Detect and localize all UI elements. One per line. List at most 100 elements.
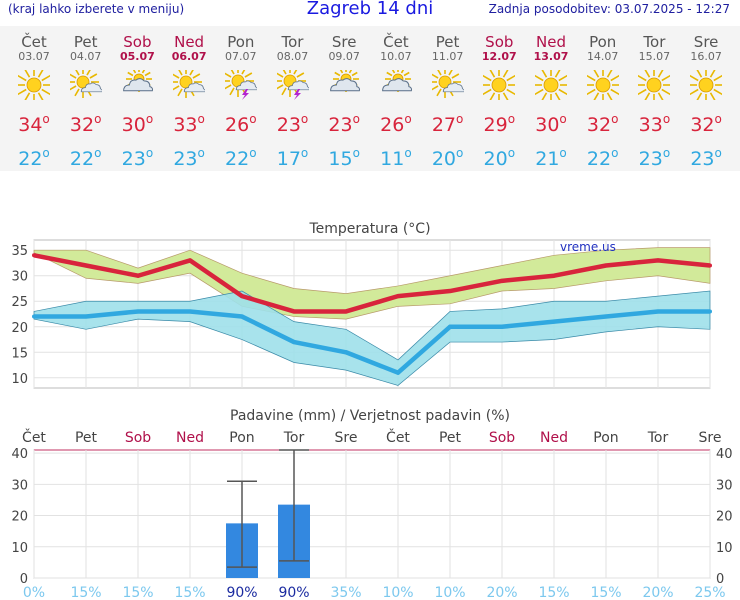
precipitation-probability-label: 10% [434, 585, 465, 600]
y-tick-label: 20 [11, 510, 28, 525]
y-tick-label: 40 [11, 447, 28, 462]
max-temp-point [448, 289, 452, 294]
day-date: 13.07 [533, 50, 569, 63]
precipitation-probability-label: 25% [694, 585, 725, 600]
max-temp-point [552, 273, 556, 278]
sun-icon [583, 66, 622, 104]
precipitation-probability-label: 15% [70, 585, 101, 600]
temp-min: 22o [225, 146, 257, 170]
day-name: Tor [281, 33, 304, 51]
precipitation-plot-area [33, 449, 711, 579]
temp-max: 32o [586, 112, 619, 136]
watermark: vreme.us [560, 240, 616, 254]
day-date: 12.07 [481, 50, 517, 63]
day-name: Tor [643, 33, 666, 51]
x-day-label: Sob [125, 430, 151, 446]
day-date: 03.07 [18, 50, 50, 63]
max-temp-point [396, 294, 400, 299]
max-temp-point [188, 258, 192, 263]
precipitation-probability-label: 15% [590, 585, 621, 600]
temp-min: 22o [586, 146, 619, 170]
temp-min: 22o [69, 146, 102, 170]
day-date: 08.07 [276, 50, 309, 63]
x-day-label: Sre [335, 430, 358, 446]
min-temp-point [32, 314, 36, 319]
temp-max: 26o [225, 112, 257, 136]
page-header: (kraj lahko izberete v meniju) Zagreb 14… [0, 0, 740, 22]
temp-min: 20o [483, 146, 516, 170]
location-hint[interactable]: (kraj lahko izberete v meniju) [8, 2, 185, 16]
min-temp-point [292, 340, 296, 345]
y-tick-label-right: 30 [716, 478, 733, 493]
precipitation-probability-label: 90% [278, 585, 309, 600]
day-date: 07.07 [225, 50, 257, 63]
x-day-label: Pet [439, 430, 462, 446]
sun-icon [480, 66, 519, 104]
y-tick-label: 20 [11, 321, 28, 336]
temp-max: 33o [638, 112, 671, 136]
day-column: Sob 12.07 29o 20o [473, 26, 525, 170]
y-tick-label-right: 10 [716, 541, 733, 556]
temp-max: 30o [121, 112, 154, 136]
precipitation-probability-label: 35% [330, 585, 361, 600]
precipitation-probability-label: 0% [23, 585, 45, 600]
min-temp-point [84, 314, 88, 319]
day-name: Sob [123, 33, 152, 51]
day-column: Sob 05.07 30o 23o [111, 26, 163, 170]
x-day-label: Sre [699, 430, 722, 446]
day-column: Pet 04.07 32o 22o [60, 26, 112, 170]
sun-icon [532, 66, 570, 104]
cloud-sun-icon [121, 66, 154, 100]
x-day-label: Tor [647, 430, 669, 446]
day-date: 10.07 [380, 50, 412, 63]
x-day-label: Pon [593, 430, 618, 446]
day-column: Ned 06.07 33o 23o [163, 26, 215, 170]
temp-min: 11o [380, 146, 412, 170]
day-name: Pon [589, 33, 617, 51]
precipitation-probability-label: 15% [122, 585, 153, 600]
sun-icon [687, 66, 726, 104]
min-temp-point [604, 314, 608, 319]
max-temp-point [604, 263, 608, 268]
thunder-sun-icon [221, 65, 258, 100]
day-name: Sob [485, 33, 514, 51]
y-tick-label-right: 0 [716, 572, 724, 587]
min-temp-point [552, 319, 556, 324]
temp-max: 23o [328, 112, 360, 136]
precipitation-probability-label: 15% [538, 585, 569, 600]
temp-min: 23o [173, 146, 205, 170]
x-day-label: Pet [75, 430, 98, 446]
day-column: Ned 13.07 30o 21o [525, 26, 577, 170]
day-name: Ned [174, 33, 205, 51]
forecast-charts: Temperatura (°C) 10 15 20 25 30 35 vreme.us Pada… [11, 221, 733, 600]
x-day-label: Ned [540, 430, 568, 446]
daily-forecast-strip: Čet 03.07 34o 22o Pet 04.07 32o 22o Sob 05.07 30… [0, 26, 740, 171]
y-tick-label-right: 40 [716, 447, 733, 462]
day-name: Sre [693, 33, 719, 51]
precipitation-probability-label: 20% [642, 585, 673, 600]
min-temp-point [344, 350, 348, 355]
day-column: Pon 07.07 26o 22o [215, 26, 267, 170]
min-temp-point [708, 309, 712, 314]
min-temp-point [240, 314, 244, 319]
temp-max: 29o [483, 112, 516, 136]
min-temp-point [188, 309, 192, 314]
temp-max: 23o [276, 112, 309, 136]
day-date: 06.07 [171, 50, 207, 63]
min-temp-point [396, 370, 400, 375]
y-tick-label-right: 20 [716, 510, 733, 525]
day-name: Ned [536, 33, 566, 51]
thunder-sun-icon [273, 65, 310, 100]
x-day-label: Ned [176, 430, 204, 446]
cloud-sun-icon [380, 66, 412, 100]
sun-icon [15, 66, 53, 104]
day-name: Čet [383, 33, 409, 51]
y-tick-label: 30 [11, 478, 28, 493]
day-column: Čet 10.07 26o 11o [370, 26, 422, 170]
max-temp-point [656, 258, 660, 263]
temperature-chart-title: Temperatura (°C) [308, 221, 430, 237]
y-tick-label: 10 [11, 372, 28, 387]
temp-max: 26o [380, 112, 412, 136]
page-title: Zagreb 14 dni [306, 0, 434, 19]
temp-min: 23o [690, 146, 722, 170]
